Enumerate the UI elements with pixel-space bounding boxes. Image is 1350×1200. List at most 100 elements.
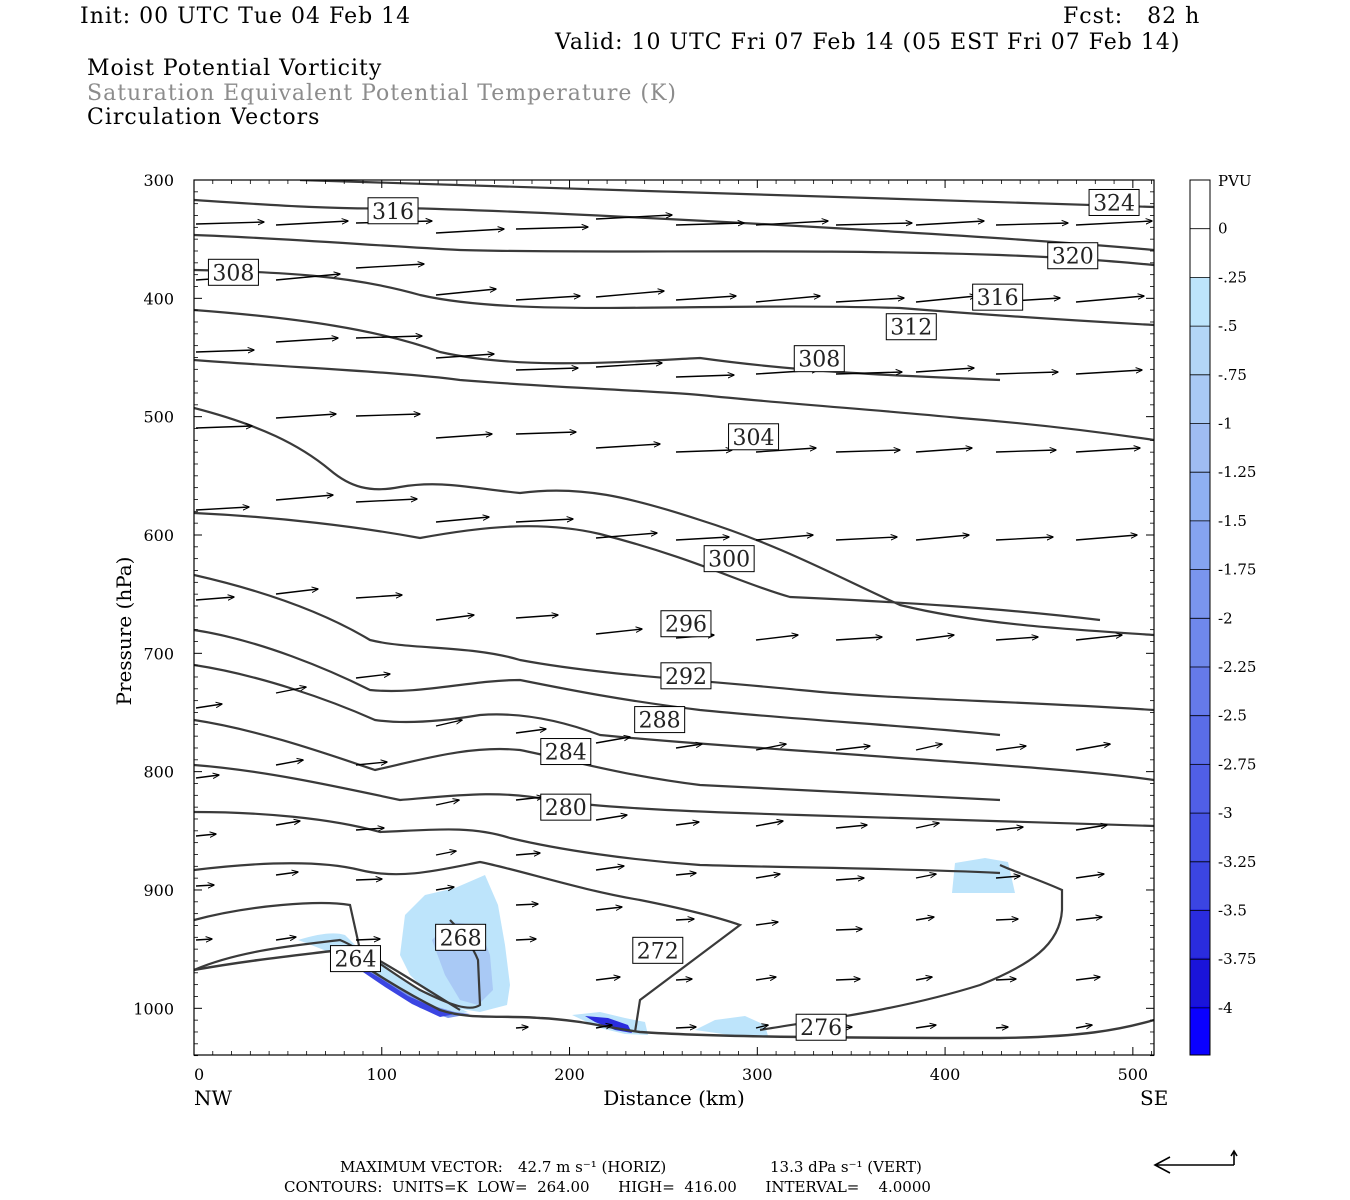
circulation-vector (1075, 874, 1104, 879)
colorbar-swatch (1190, 423, 1210, 473)
circulation-vector (755, 296, 820, 303)
contour-line (759, 864, 1064, 1032)
reference-vector-icon (1153, 1149, 1238, 1174)
circulation-vector (435, 434, 492, 439)
colorbar-label: 0 (1218, 220, 1228, 238)
contour-info: CONTOURS: UNITS=K LOW= 264.00 HIGH= 416.… (284, 1178, 931, 1196)
circulation-vector (675, 919, 694, 920)
circulation-vector (515, 729, 546, 734)
circulation-vector (595, 977, 620, 980)
contour-label-text: 268 (440, 926, 482, 951)
colorbar-label: -1.25 (1218, 463, 1256, 481)
contour-label-box (540, 738, 592, 766)
circulation-vector (915, 635, 954, 641)
circulation-vector (755, 221, 828, 226)
colorbar-frame (1189, 179, 1211, 1056)
contour-label-box (1047, 242, 1099, 270)
contour-label-text: 300 (708, 548, 750, 573)
circulation-vector (355, 414, 420, 416)
circulation-vector (435, 354, 494, 359)
circulation-vector (995, 979, 1016, 980)
colorbar-swatch (1190, 568, 1210, 618)
colorbar-swatch (1190, 714, 1210, 764)
pv-patch-southeast (695, 1016, 768, 1036)
circulation-vector (1075, 221, 1152, 226)
circulation-vector (595, 815, 627, 821)
circulation-vector (995, 827, 1023, 830)
y-tick-label: 800 (143, 763, 174, 782)
circulation-vector (675, 296, 736, 301)
contour-line (194, 406, 1154, 637)
colorbar-label: -1 (1218, 415, 1233, 433)
circulation-vector (1075, 1025, 1092, 1028)
circulation-vector (755, 744, 786, 751)
circulation-vector (915, 917, 934, 920)
contour-line (194, 358, 1154, 442)
circulation-vector (195, 885, 214, 886)
colorbar-label: -3.5 (1218, 902, 1247, 920)
colorbar-swatch (1190, 957, 1210, 1007)
circulation-vector (915, 535, 969, 541)
pv-colorbar: 0 -.25 -.5 -.75 -1 -1.25 -1.5 -1.75 -2 -2.25 -2.5 -… (1189, 179, 1256, 1056)
circulation-vector (915, 874, 936, 879)
circulation-vector (755, 635, 798, 641)
circulation-vector (675, 375, 734, 377)
contour-label-box (728, 423, 780, 451)
contour-label-text: 296 (665, 613, 707, 638)
circulation-vector (195, 426, 252, 428)
circulation-vector (195, 507, 249, 511)
contour-label-text: 304 (733, 426, 775, 451)
circulation-vector (995, 637, 1038, 641)
x-tick-label: 500 (1118, 1065, 1149, 1084)
circulation-vector (915, 296, 976, 303)
axes: 300 400 500 600 700 800 900 1000 0 100 200 300 400 50… (133, 171, 1154, 1084)
contour-line (194, 511, 1101, 622)
circulation-vector (355, 762, 387, 765)
init-time: Init: 00 UTC Tue 04 Feb 14 (80, 4, 412, 29)
circulation-vector (515, 1027, 528, 1028)
max-vector-label: MAXIMUM VECTOR: (340, 1158, 503, 1176)
circulation-vector (275, 495, 333, 501)
contour-label-box (885, 313, 937, 341)
circulation-vector (355, 939, 380, 940)
colorbar-swatch (1190, 811, 1210, 862)
circulation-vector (915, 744, 942, 751)
colorbar-label: -2 (1218, 609, 1233, 627)
colorbar-label: -3.25 (1218, 853, 1256, 871)
contour-label-text: 308 (798, 348, 840, 373)
circulation-vector (995, 537, 1053, 541)
circulation-vector (515, 519, 573, 523)
circulation-vector (595, 737, 630, 744)
contour-label-text: 292 (665, 665, 707, 690)
circulation-vector (595, 629, 642, 635)
contour-line (194, 308, 1001, 382)
circulation-vector (1075, 977, 1100, 980)
circulation-vector (595, 1025, 612, 1028)
colorbar-swatch (1190, 277, 1210, 327)
circulation-vector (835, 450, 900, 452)
contour-label-box (632, 936, 684, 964)
circulation-vector (595, 291, 664, 298)
circulation-vector (595, 533, 657, 539)
contour-line (194, 198, 1154, 252)
colorbar-label: -.5 (1218, 317, 1237, 335)
circulation-vector (755, 821, 783, 827)
contour-line (299, 180, 1154, 209)
circulation-vector (755, 1025, 768, 1028)
circulation-vector (435, 720, 462, 727)
colorbar-title: PVU (1218, 172, 1252, 190)
circulation-vector (1075, 370, 1142, 375)
circulation-vector (595, 363, 662, 368)
circulation-vector (195, 704, 222, 709)
circulation-vector (515, 368, 578, 370)
y-tick-label: 300 (143, 171, 174, 190)
max-vector-horiz: 42.7 m s⁻¹ (HORIZ) (518, 1158, 667, 1176)
contour-label-box (329, 945, 381, 973)
circulation-vector (595, 907, 622, 910)
x-tick-label: 100 (366, 1065, 397, 1084)
contour-label-text: 312 (890, 316, 932, 341)
colorbar-swatch (1190, 617, 1210, 667)
circulation-vector (915, 977, 932, 980)
contour-label-text: 280 (545, 796, 587, 821)
contour-label-box (660, 662, 712, 690)
